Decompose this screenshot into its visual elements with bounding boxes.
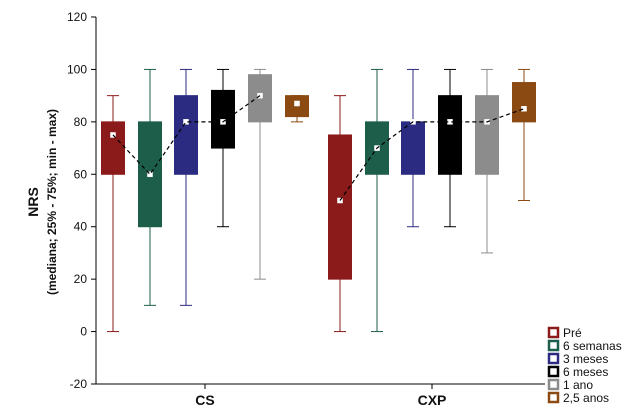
median-marker: [147, 171, 153, 178]
legend-swatch: [547, 391, 560, 404]
box-cs-3: [174, 68, 198, 306]
y-tick-label: 40: [74, 220, 88, 234]
box-cxp-6: [512, 68, 536, 201]
legend-swatch: [547, 339, 560, 352]
box-cs-6: [285, 95, 309, 123]
legend-item: 6 semanas: [547, 339, 622, 353]
y-tick-label: -20: [70, 377, 88, 391]
box-cs-1: [101, 95, 125, 333]
box-cxp-2: [365, 68, 389, 333]
box-cxp-1: [328, 95, 352, 333]
legend-label: Pré: [563, 326, 582, 340]
box-iqr: [328, 134, 352, 280]
box-cxp-3: [401, 68, 425, 228]
legend-item: Pré: [547, 326, 582, 340]
box-iqr: [438, 95, 462, 175]
legend-label: 6 meses: [563, 365, 608, 379]
median-trend-line-cs: [112, 95, 261, 176]
median-lines-layer: [112, 95, 525, 201]
box-iqr: [401, 121, 425, 175]
box-cxp-5: [475, 68, 499, 254]
box-iqr: [174, 95, 198, 175]
x-group-label: CXP: [418, 392, 447, 408]
y-tick-label: 0: [80, 325, 87, 339]
legend-item: 1 ano: [547, 378, 593, 392]
box-cxp-4: [438, 68, 462, 228]
median-trend-line-cxp: [339, 108, 525, 201]
y-axis: -20 0 20 40 60 80 100 120: [67, 10, 97, 391]
y-tick-label: 100: [67, 62, 87, 76]
box-cs-5: [248, 68, 272, 280]
box-iqr: [101, 121, 125, 175]
median-marker: [521, 106, 527, 112]
legend-swatch: [547, 378, 560, 391]
median-marker: [294, 100, 300, 107]
legend-swatch: [547, 326, 560, 339]
y-tick-label: 120: [67, 10, 87, 24]
boxes-layer: [101, 68, 536, 333]
legend-label: 6 semanas: [563, 339, 622, 353]
legend-item: 3 meses: [547, 352, 608, 366]
y-tick-label: 60: [74, 167, 88, 181]
box-iqr: [475, 95, 499, 175]
legend-swatch: [547, 352, 560, 365]
legend-label: 1 ano: [563, 378, 593, 392]
box-iqr: [512, 82, 536, 123]
legend-item: 6 meses: [547, 365, 608, 379]
y-axis-label: NRS: [25, 187, 41, 217]
y-axis-sublabel: (mediana; 25% - 75%; min - max): [45, 109, 59, 295]
legend-item: 2,5 anos: [547, 391, 609, 405]
y-tick-label: 20: [74, 272, 88, 286]
legend-label: 3 meses: [563, 352, 608, 366]
box-cs-4: [211, 68, 235, 228]
x-group-label: CS: [195, 392, 214, 408]
x-axis: CS CXP: [96, 383, 545, 408]
legend-label: 2,5 anos: [563, 391, 609, 405]
box-cs-2: [138, 68, 162, 306]
y-tick-label: 80: [74, 115, 88, 129]
legend-swatch: [547, 365, 560, 378]
labels-layer: NRS (mediana; 25% - 75%; min - max): [25, 109, 59, 295]
